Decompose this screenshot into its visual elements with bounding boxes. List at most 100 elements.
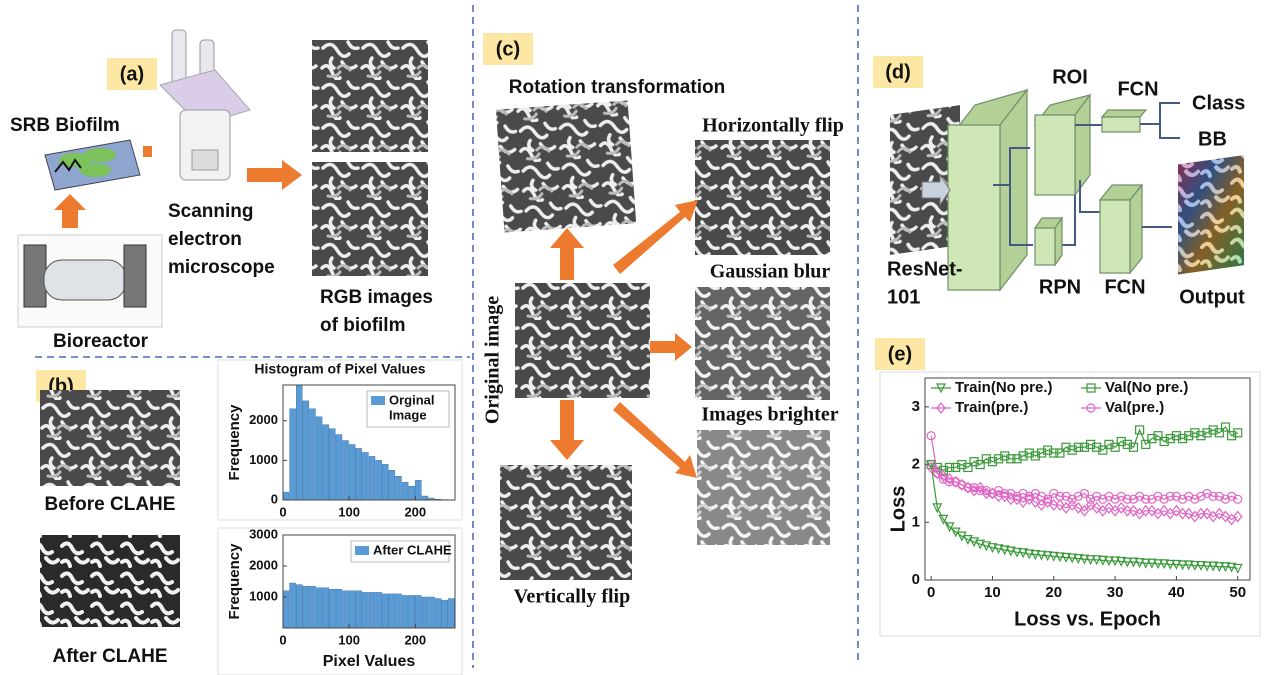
sem-image [40, 535, 180, 627]
y-tick-label: 3 [912, 398, 920, 415]
bar [303, 401, 309, 500]
caption: After CLAHE [52, 646, 167, 667]
bar [316, 588, 322, 628]
biofilm-cell [84, 148, 116, 162]
caption: Bioreactor [53, 331, 149, 352]
bar [283, 492, 289, 500]
caption: electron [168, 229, 242, 250]
bar [382, 464, 388, 500]
bar [329, 429, 335, 500]
bar [376, 460, 382, 500]
bar [290, 583, 296, 628]
bar [389, 470, 395, 500]
block-side [1130, 185, 1142, 273]
y-tick-label: 1 [912, 513, 920, 530]
caption: BB [1198, 128, 1227, 150]
marker-square [143, 146, 152, 157]
roi-block [1035, 115, 1075, 195]
panel-c: Rotation transformation Horizontally fli… [482, 77, 844, 608]
y-axis-label: Loss [887, 486, 909, 533]
bar [429, 597, 435, 628]
x-tick-label: 50 [1229, 584, 1246, 601]
y-tick-label: 3000 [249, 526, 278, 541]
figure: (a) (b) (c) (d) (e) [0, 0, 1264, 675]
x-tick-label: 100 [338, 632, 360, 647]
legend-text: After CLAHE [373, 542, 452, 557]
legend-text: Image [389, 407, 427, 422]
x-tick-label: 0 [279, 504, 286, 519]
bar [389, 594, 395, 628]
x-axis-label: Loss vs. Epoch [1014, 608, 1161, 630]
caption: Vertically flip [514, 586, 630, 608]
bar [356, 448, 362, 500]
bar [422, 597, 428, 628]
y-axis-label: Frequency [226, 404, 243, 481]
legend-swatch [371, 396, 385, 405]
bar [303, 586, 309, 628]
rpn-block [1035, 228, 1055, 265]
sem-image [496, 101, 636, 233]
bar [309, 409, 315, 500]
bar [343, 441, 349, 500]
connector [1160, 124, 1180, 138]
sem-image [500, 465, 632, 580]
bar [415, 595, 421, 628]
legend-text: Val(No pre.) [1105, 379, 1188, 396]
bar [435, 599, 441, 628]
caption: ROI [1052, 66, 1088, 88]
caption: Images brighter [701, 404, 838, 426]
legend-text: Val(pre.) [1105, 399, 1164, 416]
bar [422, 496, 428, 500]
bar [296, 385, 302, 500]
bar [376, 592, 382, 628]
panel-label-text: (c) [496, 38, 520, 60]
chart-title: Histogram of Pixel Values [254, 361, 425, 377]
y-tick-label: 1000 [249, 588, 278, 603]
legend-text: Orginal [389, 392, 435, 407]
x-axis-label: Pixel Values [323, 653, 416, 670]
bar [349, 444, 355, 500]
caption: Original image [482, 296, 504, 424]
y-tick-label: 1000 [249, 452, 278, 467]
panel-b: Before CLAHE After CLAHE [40, 390, 180, 667]
bar [382, 594, 388, 628]
x-tick-label: 40 [1168, 584, 1185, 601]
arrow [247, 160, 302, 190]
microscope [160, 30, 250, 180]
x-tick-label: 100 [338, 504, 360, 519]
caption: ResNet- [887, 258, 963, 280]
panel-a: SRB Biofilm Scanning electron microscope… [10, 30, 433, 352]
caption: Gaussian blur [710, 261, 831, 283]
x-tick-label: 20 [1045, 584, 1062, 601]
bar [316, 417, 322, 500]
bar [409, 486, 415, 500]
output-mask [1178, 155, 1244, 274]
bar [290, 409, 296, 500]
bar [323, 588, 329, 628]
bar [329, 589, 335, 628]
legend-text: Train(pre.) [955, 399, 1028, 416]
bar [442, 600, 448, 628]
sem-image [312, 162, 428, 276]
caption: Scanning [168, 201, 254, 222]
sem-image [697, 430, 830, 545]
panel-d: ROI FCN Class BB ResNet- 101 RPN FCN Out… [887, 66, 1245, 308]
caption: Rotation transformation [509, 77, 725, 98]
caption: 101 [887, 286, 920, 308]
sem-image [515, 283, 650, 398]
bar [283, 591, 289, 628]
caption: FCN [1117, 78, 1158, 100]
caption: RPN [1039, 276, 1081, 298]
caption: Class [1192, 92, 1245, 114]
bar [415, 480, 421, 500]
bar [362, 592, 368, 628]
bar [323, 425, 329, 500]
caption: Before CLAHE [45, 494, 176, 515]
bar [402, 595, 408, 628]
block-top [1102, 110, 1146, 117]
y-tick-label: 2 [912, 456, 920, 473]
y-tick-label: 0 [271, 491, 278, 506]
panel-label-text: (d) [885, 61, 911, 83]
bioreactor [18, 235, 162, 327]
bar [395, 594, 401, 628]
